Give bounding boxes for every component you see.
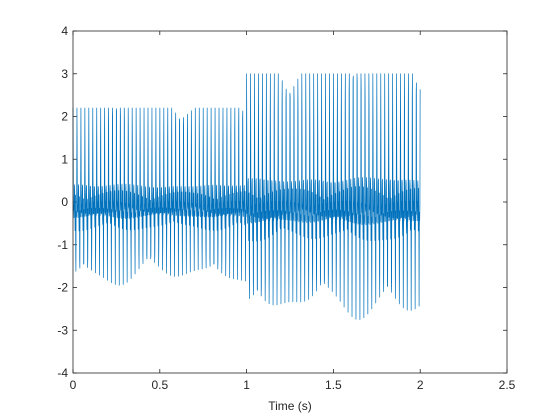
x-tick-label: 1 [243, 378, 250, 392]
series-layer [72, 73, 421, 320]
labels-layer: 0 0.5 1 1.5 2 2.5 -4 -3 -2 -1 0 1 2 3 4 [57, 24, 515, 392]
axes-box [72, 30, 508, 374]
x-tick-label: 0 [70, 378, 77, 392]
x-tick-label: 2 [417, 378, 424, 392]
y-tick-label: 3 [61, 67, 68, 81]
x-axis-label: Time (s) [268, 399, 312, 413]
y-tick-label: 4 [61, 24, 68, 38]
y-tick-label: -3 [57, 323, 68, 337]
signal-series-line [72, 73, 421, 320]
x-tick-label: 1.5 [325, 378, 342, 392]
y-tick-label: -2 [57, 281, 68, 295]
x-tick-label: 2.5 [499, 378, 516, 392]
y-tick-label: 0 [61, 195, 68, 209]
y-tick-label: 1 [61, 152, 68, 166]
x-tick-label: 0.5 [151, 378, 168, 392]
y-tick-label: -4 [57, 366, 68, 380]
y-tick-label: 2 [61, 110, 68, 124]
y-tick-label: -1 [57, 238, 68, 252]
